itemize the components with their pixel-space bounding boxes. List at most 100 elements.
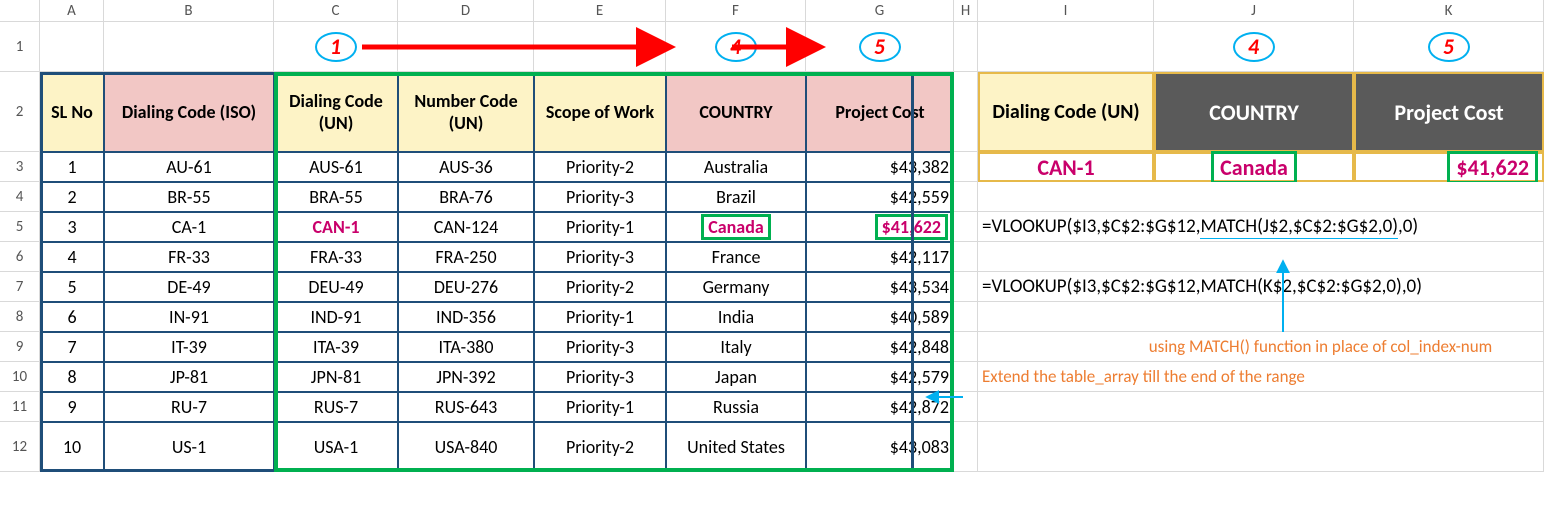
cell-F1[interactable]: 4 [666,22,806,72]
lookup-J3[interactable]: Canada [1154,152,1354,182]
cell-I4[interactable] [978,182,1544,212]
cell-A4[interactable]: 2 [40,182,104,212]
cell-C1[interactable]: 1 [274,22,398,72]
cell-I12[interactable] [978,422,1544,472]
cell-A5[interactable]: 3 [40,212,104,242]
cell-H10[interactable] [954,362,978,392]
cell-I10[interactable]: Extend the table_array till the end of t… [978,362,1544,392]
cell-D11[interactable]: RUS-643 [398,392,534,422]
hdr-Country[interactable]: COUNTRY [666,72,806,152]
cell-A10[interactable]: 8 [40,362,104,392]
cell-G4[interactable]: $42,559 [806,182,954,212]
cell-H6[interactable] [954,242,978,272]
row-4-header[interactable]: 4 [0,182,40,212]
cell-C4[interactable]: BRA-55 [274,182,398,212]
cell-F5[interactable]: Canada [666,212,806,242]
col-B-header[interactable]: B [104,0,274,22]
cell-H1[interactable] [954,22,978,72]
cell-G8[interactable]: $40,589 [806,302,954,332]
cell-D6[interactable]: FRA-250 [398,242,534,272]
cell-J1[interactable]: 4 [1154,22,1354,72]
col-E-header[interactable]: E [534,0,666,22]
cell-H7[interactable] [954,272,978,302]
cell-B8[interactable]: IN-91 [104,302,274,332]
cell-A12[interactable]: 10 [40,422,104,472]
cell-H5[interactable] [954,212,978,242]
cell-E9[interactable]: Priority-3 [534,332,666,362]
cell-D10[interactable]: JPN-392 [398,362,534,392]
cell-E11[interactable]: Priority-1 [534,392,666,422]
cell-G10[interactable]: $42,579 [806,362,954,392]
select-all-corner[interactable] [0,0,40,22]
cell-I6[interactable] [978,242,1544,272]
lookup-hdr-I[interactable]: Dialing Code (UN) [978,72,1154,152]
row-6-header[interactable]: 6 [0,242,40,272]
row-1-header[interactable]: 1 [0,22,40,72]
hdr-Cost[interactable]: Project Cost [806,72,954,152]
cell-E5[interactable]: Priority-1 [534,212,666,242]
cell-I1[interactable] [978,22,1154,72]
cell-D8[interactable]: IND-356 [398,302,534,332]
cell-A1[interactable] [40,22,104,72]
cell-B7[interactable]: DE-49 [104,272,274,302]
cell-D1[interactable] [398,22,534,72]
cell-H2[interactable] [954,72,978,152]
cell-F6[interactable]: France [666,242,806,272]
cell-C6[interactable]: FRA-33 [274,242,398,272]
col-F-header[interactable]: F [666,0,806,22]
row-5-header[interactable]: 5 [0,212,40,242]
cell-G7[interactable]: $43,534 [806,272,954,302]
cell-B9[interactable]: IT-39 [104,332,274,362]
cell-H8[interactable] [954,302,978,332]
cell-B1[interactable] [104,22,274,72]
cell-I8[interactable] [978,302,1544,332]
cell-E12[interactable]: Priority-2 [534,422,666,472]
cell-F3[interactable]: Australia [666,152,806,182]
col-C-header[interactable]: C [274,0,398,22]
cell-I5[interactable]: =VLOOKUP($I3,$C$2:$G$12,MATCH(J$2,$C$2:$… [978,212,1544,242]
cell-E4[interactable]: Priority-3 [534,182,666,212]
lookup-I3[interactable]: CAN-1 [978,152,1154,182]
row-12-header[interactable]: 12 [0,422,40,472]
cell-H9[interactable] [954,332,978,362]
row-10-header[interactable]: 10 [0,362,40,392]
col-I-header[interactable]: I [978,0,1154,22]
cell-D7[interactable]: DEU-276 [398,272,534,302]
cell-B12[interactable]: US-1 [104,422,274,472]
cell-B5[interactable]: CA-1 [104,212,274,242]
cell-A9[interactable]: 7 [40,332,104,362]
cell-K1[interactable]: 5 [1354,22,1544,72]
row-11-header[interactable]: 11 [0,392,40,422]
cell-F9[interactable]: Italy [666,332,806,362]
cell-D12[interactable]: USA-840 [398,422,534,472]
lookup-K3[interactable]: $41,622 [1354,152,1544,182]
row-9-header[interactable]: 9 [0,332,40,362]
cell-C8[interactable]: IND-91 [274,302,398,332]
col-J-header[interactable]: J [1154,0,1354,22]
row-2-header[interactable]: 2 [0,72,40,152]
lookup-hdr-K[interactable]: Project Cost [1354,72,1544,152]
cell-E6[interactable]: Priority-3 [534,242,666,272]
cell-G9[interactable]: $42,848 [806,332,954,362]
cell-G6[interactable]: $42,117 [806,242,954,272]
cell-G12[interactable]: $43,083 [806,422,954,472]
cell-F4[interactable]: Brazil [666,182,806,212]
cell-A6[interactable]: 4 [40,242,104,272]
cell-E7[interactable]: Priority-2 [534,272,666,302]
cell-E8[interactable]: Priority-1 [534,302,666,332]
cell-C12[interactable]: USA-1 [274,422,398,472]
cell-C11[interactable]: RUS-7 [274,392,398,422]
cell-A7[interactable]: 5 [40,272,104,302]
cell-C5[interactable]: CAN-1 [274,212,398,242]
cell-B10[interactable]: JP-81 [104,362,274,392]
hdr-NumUN[interactable]: Number Code (UN) [398,72,534,152]
cell-I9[interactable]: using MATCH() function in place of col_i… [978,332,1544,362]
cell-B4[interactable]: BR-55 [104,182,274,212]
cell-E3[interactable]: Priority-2 [534,152,666,182]
col-G-header[interactable]: G [806,0,954,22]
cell-G11[interactable]: $42,872 [806,392,954,422]
cell-C7[interactable]: DEU-49 [274,272,398,302]
col-A-header[interactable]: A [40,0,104,22]
cell-A11[interactable]: 9 [40,392,104,422]
cell-C10[interactable]: JPN-81 [274,362,398,392]
